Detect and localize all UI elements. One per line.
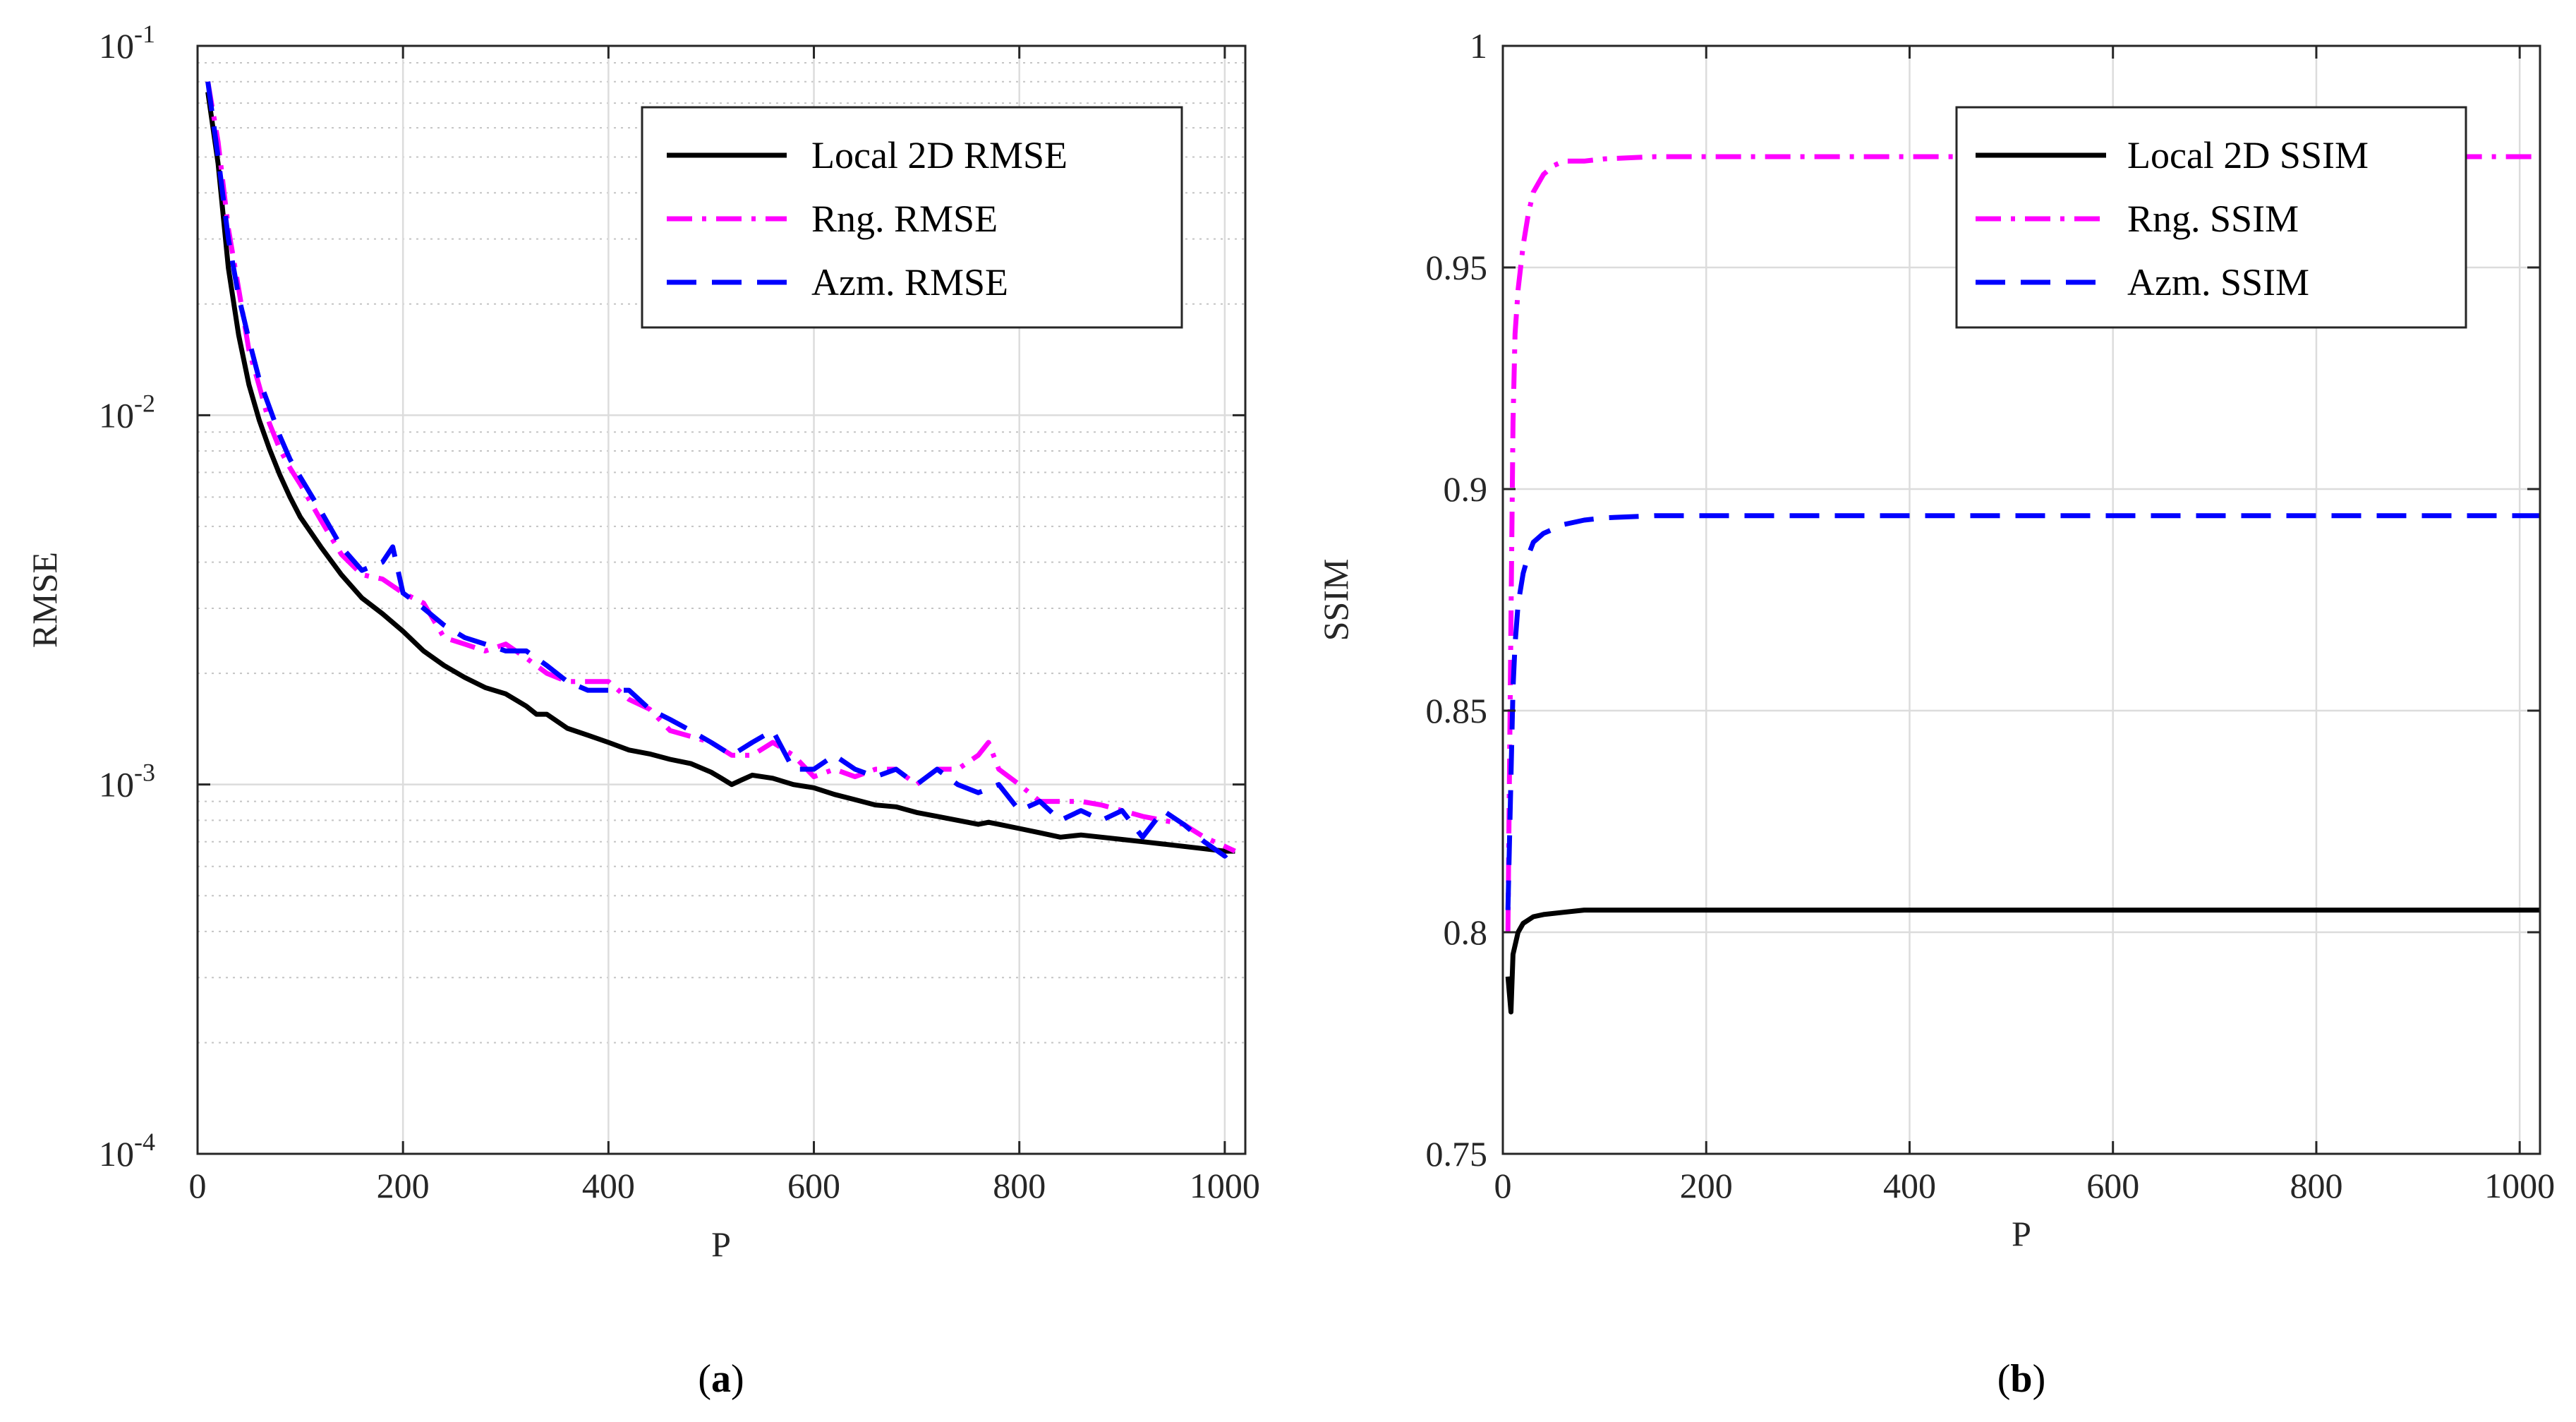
chart-b-x-tick-label: 400 (1883, 1166, 1936, 1205)
chart-a-x-tick-label: 0 (189, 1166, 207, 1205)
chart-b-legend-label: Azm. SSIM (2127, 261, 2309, 303)
chart-b-x-tick-label: 600 (2086, 1166, 2139, 1205)
chart-b-legend-label: Rng. SSIM (2127, 198, 2299, 240)
chart-a-x-tick-labels: 0 200 400 600 800 1000 (189, 1166, 1260, 1205)
chart-a-x-tick-label: 800 (993, 1166, 1046, 1205)
chart-a-y-tick-label: 10-4 (99, 1128, 155, 1174)
chart-a: 0 200 400 600 800 1000 10-1 10-2 10-3 10-4 P RMS… (25, 20, 1260, 1401)
chart-b-series-rng-ssim (1505, 154, 2540, 933)
chart-a-caption: (a) (698, 1357, 744, 1401)
chart-a-series-local-2d-rmse (205, 91, 1235, 854)
chart-b-y-label: SSIM (1316, 559, 1355, 641)
chart-b-legend: Local 2D SSIM Rng. SSIM Azm. SSIM (1955, 106, 2467, 329)
chart-b-x-label: P (2012, 1214, 2031, 1253)
chart-a-x-tick-label: 1000 (1190, 1166, 1260, 1205)
chart-a-x-tick-label: 400 (582, 1166, 635, 1205)
chart-a-x-tick-label: 200 (377, 1166, 430, 1205)
chart-b-x-tick-label: 1000 (2484, 1166, 2555, 1205)
chart-a-legend-label: Local 2D RMSE (811, 134, 1068, 176)
chart-a-legend-label: Rng. RMSE (811, 198, 998, 240)
chart-a-series (205, 81, 1237, 859)
chart-b-y-tick-label: 0.8 (1444, 912, 1488, 952)
chart-b-legend-label: Local 2D SSIM (2127, 134, 2369, 176)
chart-a-ticks (196, 44, 1245, 1155)
chart-b: 0 200 400 600 800 1000 0.750.80.850.90.951 P … (1316, 26, 2555, 1401)
chart-b-y-tick-label: 0.95 (1426, 248, 1488, 287)
chart-b-axes-box (1501, 44, 2541, 1155)
chart-a-y-tick-labels: 10-1 10-2 10-3 10-4 (99, 20, 155, 1174)
chart-b-y-tick-label: 0.75 (1426, 1134, 1488, 1174)
chart-b-caption: (b) (1997, 1357, 2045, 1401)
chart-a-y-label: RMSE (25, 552, 64, 648)
chart-b-x-tick-labels: 0 200 400 600 800 1000 (1494, 1166, 2556, 1205)
chart-b-series (1505, 154, 2540, 1015)
chart-b-y-tick-labels: 0.75 0.8 0.85 0.9 0.95 1 (1426, 26, 1488, 1174)
chart-a-legend: Local 2D RMSE Rng. RMSE Azm. RMSE (641, 106, 1183, 329)
chart-b-x-tick-label: 200 (1680, 1166, 1733, 1205)
chart-b-y-tick-label: 0.9 (1444, 469, 1488, 509)
chart-a-axes-box (196, 44, 1247, 1155)
chart-a-y-tick-label: 10-3 (99, 759, 155, 805)
chart-a-y-tick-label: 10-2 (99, 389, 155, 435)
chart-b-y-tick-label: 1 (1470, 26, 1487, 66)
chart-b-x-tick-label: 800 (2290, 1166, 2342, 1205)
chart-a-series-rng-rmse (205, 81, 1236, 854)
chart-b-y-tick-label: 0.85 (1426, 691, 1488, 730)
chart-b-series-local-2d-ssim (1505, 908, 2540, 1015)
chart-a-x-label: P (711, 1224, 731, 1264)
chart-b-x-tick-label: 0 (1494, 1166, 1512, 1205)
chart-a-x-tick-label: 600 (787, 1166, 840, 1205)
chart-a-legend-label: Azm. RMSE (811, 261, 1008, 303)
chart-a-series-azm-rmse (205, 81, 1237, 859)
chart-b-ticks (1501, 44, 2540, 1155)
chart-a-y-tick-label: 10-1 (99, 20, 155, 66)
